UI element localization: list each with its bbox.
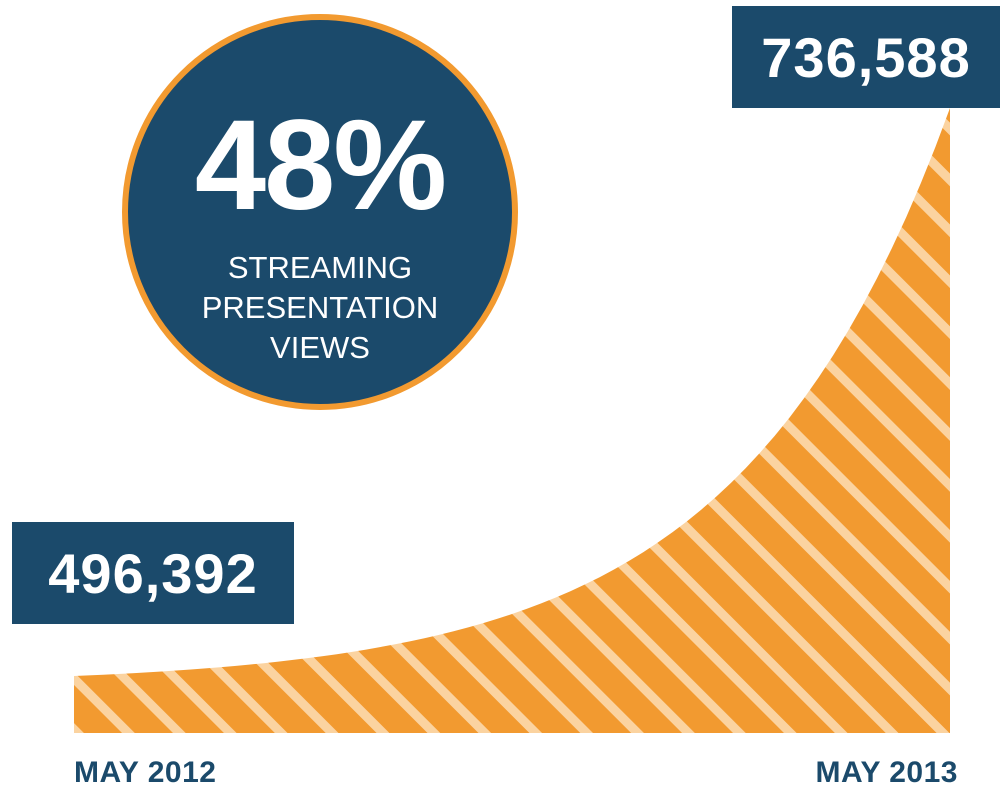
stat-percent: 48%: [194, 94, 447, 237]
start-date-label: MAY 2012: [74, 756, 217, 789]
stat-caption-line: PRESENTATION: [201, 290, 439, 325]
growth-area: [74, 108, 950, 733]
end-value-label: 736,588: [732, 6, 1000, 108]
stat-caption-line: STREAMING: [227, 250, 413, 285]
start-value-label: 496,392: [12, 522, 294, 624]
stat-caption-line: VIEWS: [270, 330, 370, 365]
stat-caption: STREAMING PRESENTATION VIEWS: [128, 248, 512, 368]
end-date-label: MAY 2013: [815, 756, 958, 789]
stat-circle: 48% STREAMING PRESENTATION VIEWS: [122, 14, 518, 410]
